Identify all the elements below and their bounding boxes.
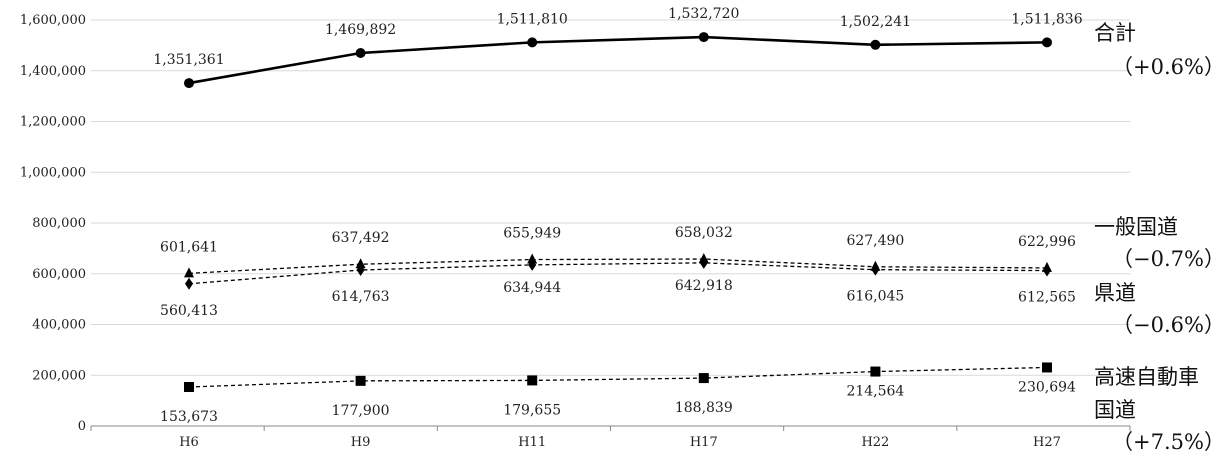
data-label: 658,032 (675, 225, 733, 241)
series-line-3 (188, 366, 1048, 388)
y-tick-label: 1,200,000 (20, 115, 86, 130)
data-label: 655,949 (503, 226, 561, 242)
circle-marker (1042, 37, 1052, 48)
data-label: 177,900 (332, 403, 390, 419)
data-label: 1,469,892 (325, 22, 396, 38)
data-label: 1,532,720 (668, 6, 739, 22)
series-lines (188, 35, 1048, 388)
data-label: 1,511,836 (1011, 11, 1082, 27)
data-label: 627,490 (846, 233, 904, 249)
data-label: 1,502,241 (840, 14, 911, 30)
square-marker (698, 373, 709, 384)
series-name-label: 合計 (1094, 21, 1136, 45)
triangle-marker (355, 258, 366, 269)
y-tick-label: 0 (78, 419, 86, 434)
circle-marker (355, 48, 366, 59)
series-line-2 (188, 262, 1048, 285)
data-label: 560,413 (160, 303, 218, 319)
x-axis: H6 H9 H11 H17 H22 H27 (90, 426, 1131, 450)
diamond-marker (1043, 264, 1051, 277)
x-tick-label: H27 (1033, 435, 1061, 450)
series-markers (184, 32, 1052, 393)
series-change-label: （−0.7%） (1112, 247, 1225, 271)
data-labels: 1,351,361 1,469,892 1,511,810 1,532,720 1,50… (153, 6, 1082, 425)
square-marker (184, 382, 194, 393)
data-label: 188,839 (675, 400, 733, 416)
x-tick-label: H17 (690, 435, 718, 450)
data-label: 214,564 (846, 384, 904, 400)
circle-marker (184, 78, 194, 89)
data-label: 616,045 (846, 289, 904, 305)
y-tick-label: 1,000,000 (20, 165, 86, 180)
data-label: 153,673 (160, 409, 218, 425)
y-tick-label: 800,000 (32, 216, 86, 231)
x-tick-label: H22 (861, 435, 889, 450)
triangle-marker (527, 253, 538, 264)
series-change-label: （−0.6%） (1112, 313, 1225, 337)
data-label: 637,492 (332, 230, 390, 246)
series-line-0 (188, 35, 1048, 85)
triangle-marker (184, 267, 194, 278)
y-tick-label: 1,600,000 (20, 13, 86, 28)
gridlines (91, 19, 1130, 427)
series-name-label: 県道 (1094, 281, 1136, 305)
data-label: 230,694 (1018, 379, 1076, 395)
circle-marker (870, 39, 881, 50)
x-tick-label: H9 (351, 435, 371, 450)
y-axis: 0 200,000 400,000 600,000 800,000 1,000,000 1,… (20, 13, 86, 434)
square-marker (870, 366, 881, 377)
data-label: 634,944 (503, 280, 561, 296)
y-tick-label: 600,000 (32, 267, 86, 282)
series-name-label: 国道 (1094, 398, 1136, 422)
data-label: 642,918 (675, 278, 733, 294)
diamond-marker (528, 258, 537, 271)
x-tick-label: H6 (179, 435, 199, 450)
square-marker (527, 375, 538, 386)
square-marker (355, 375, 366, 386)
data-label: 179,655 (503, 402, 561, 418)
series-change-label: （+0.6%） (1112, 55, 1225, 79)
data-label: 622,996 (1018, 234, 1076, 250)
series-name-label: 高速自動車 (1094, 365, 1199, 389)
circle-marker (527, 37, 538, 48)
data-label: 612,565 (1018, 290, 1076, 306)
y-tick-label: 400,000 (32, 318, 86, 333)
series-name-label: 一般国道 (1094, 215, 1178, 239)
y-tick-label: 1,400,000 (20, 64, 86, 79)
series-line-1 (188, 258, 1048, 274)
series-change-label: （+7.5%） (1112, 430, 1225, 454)
diamond-marker (185, 277, 193, 290)
y-tick-label: 200,000 (32, 368, 86, 383)
data-label: 614,763 (332, 289, 390, 305)
diamond-marker (871, 263, 880, 276)
diamond-marker (356, 264, 365, 277)
x-tick-label: H11 (518, 435, 546, 450)
data-label: 1,511,810 (497, 11, 568, 27)
diamond-marker (699, 256, 708, 269)
circle-marker (698, 32, 709, 43)
square-marker (1042, 362, 1052, 373)
data-label: 1,351,361 (153, 52, 224, 68)
data-label: 601,641 (160, 239, 218, 255)
